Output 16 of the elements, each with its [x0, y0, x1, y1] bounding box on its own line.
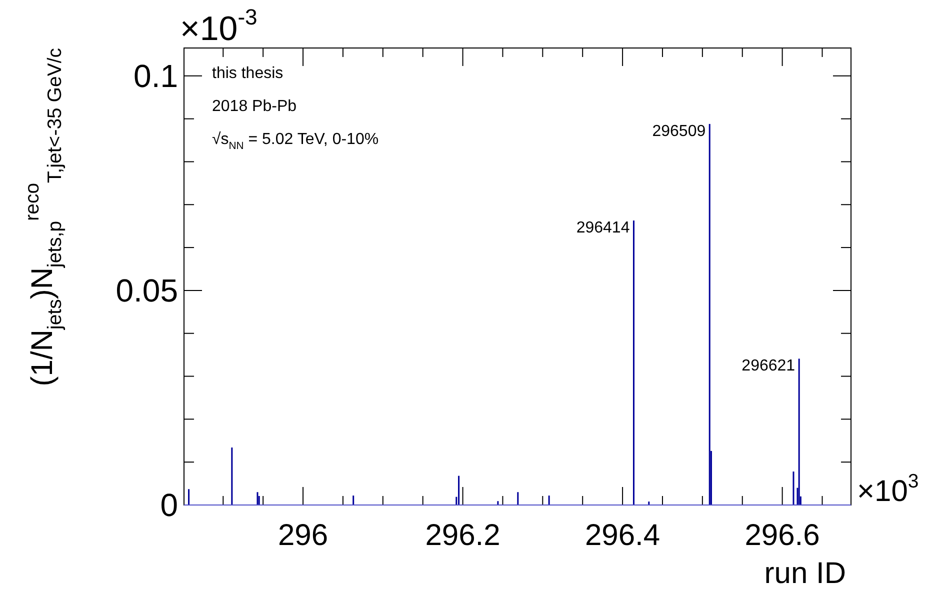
- annotation: 2018 Pb-Pb: [212, 98, 297, 115]
- annotation: 296621: [742, 358, 796, 375]
- x-axis-title: run ID: [764, 557, 846, 590]
- annotation: √s$_{NN}$ = 5.02 TeV, 0-10%: [212, 131, 379, 152]
- y-tick-label: 0: [160, 487, 178, 523]
- y-tick-label: 0.1: [134, 58, 178, 94]
- text: ×10$^{-3}$: [180, 4, 258, 48]
- annotation: this thesis: [212, 65, 284, 82]
- x-tick-label: 296.6: [744, 519, 820, 552]
- x-tick-label: 296: [278, 519, 328, 552]
- x-tick-label: 296.2: [425, 519, 500, 552]
- text: ×10$^{3}$: [857, 470, 919, 508]
- annotation: 296414: [576, 220, 630, 236]
- x-tick-label: 296.4: [585, 519, 660, 552]
- annotation: 296509: [652, 122, 706, 140]
- y-tick-label: 0.05: [116, 272, 178, 308]
